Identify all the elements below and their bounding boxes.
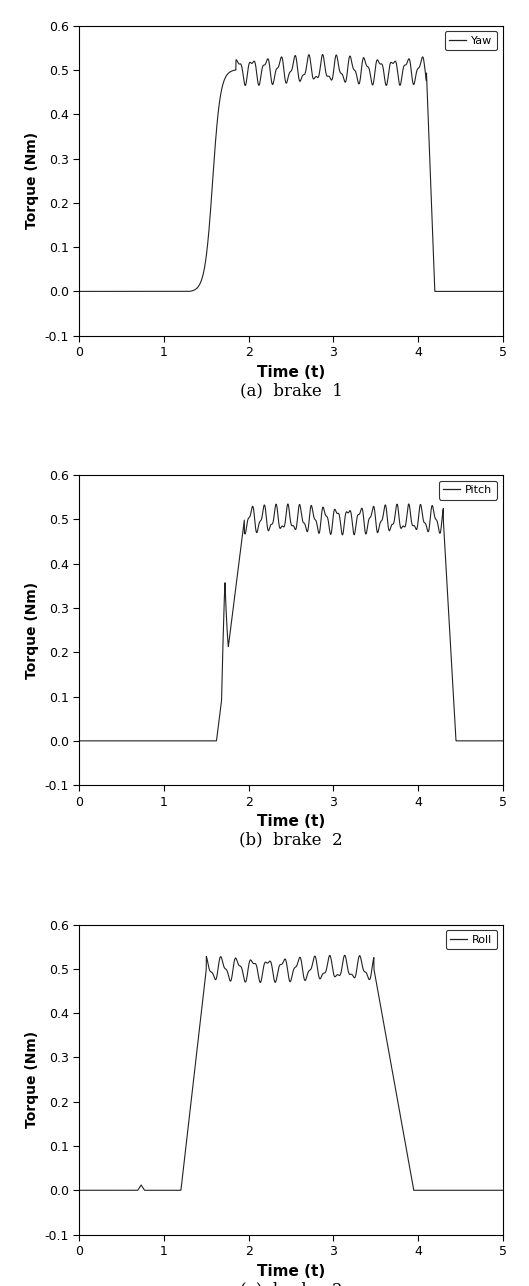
X-axis label: Time (t): Time (t) bbox=[257, 1264, 325, 1278]
Text: (b)  brake  2: (b) brake 2 bbox=[239, 832, 343, 849]
Legend: Pitch: Pitch bbox=[439, 481, 497, 499]
Y-axis label: Torque (Nm): Torque (Nm) bbox=[25, 1031, 39, 1128]
Text: (a)  brake  1: (a) brake 1 bbox=[240, 382, 342, 399]
X-axis label: Time (t): Time (t) bbox=[257, 814, 325, 829]
Y-axis label: Torque (Nm): Torque (Nm) bbox=[25, 581, 39, 679]
Y-axis label: Torque (Nm): Torque (Nm) bbox=[25, 132, 39, 229]
Legend: Roll: Roll bbox=[445, 930, 497, 949]
Text: (c)  brake  3: (c) brake 3 bbox=[240, 1281, 342, 1286]
X-axis label: Time (t): Time (t) bbox=[257, 365, 325, 379]
Legend: Yaw: Yaw bbox=[445, 31, 497, 50]
